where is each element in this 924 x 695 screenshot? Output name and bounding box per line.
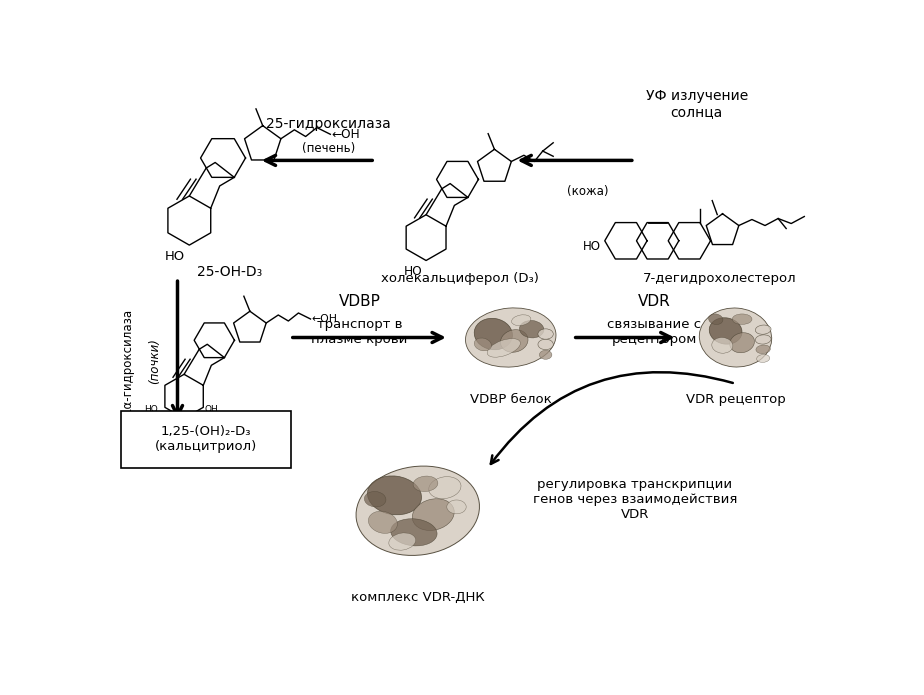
Ellipse shape	[368, 476, 421, 515]
Ellipse shape	[413, 476, 438, 491]
Ellipse shape	[487, 338, 520, 357]
Ellipse shape	[369, 512, 397, 533]
Ellipse shape	[732, 314, 752, 325]
FancyBboxPatch shape	[121, 411, 291, 468]
Text: связывание с
рецептором: связывание с рецептором	[607, 318, 701, 346]
Ellipse shape	[730, 333, 754, 353]
Text: 1,25-(OH)₂-D₃
(кальцитриол): 1,25-(OH)₂-D₃ (кальцитриол)	[155, 425, 257, 453]
Ellipse shape	[389, 533, 416, 550]
Text: HO: HO	[144, 404, 158, 414]
Ellipse shape	[709, 314, 723, 325]
Text: комплекс VDR-ДНК: комплекс VDR-ДНК	[351, 591, 484, 603]
Ellipse shape	[519, 320, 544, 338]
Ellipse shape	[501, 329, 528, 352]
Text: VDBP: VDBP	[339, 294, 381, 309]
Text: (почки): (почки)	[148, 338, 161, 384]
Ellipse shape	[711, 338, 733, 353]
Ellipse shape	[540, 350, 552, 359]
Text: HO: HO	[403, 265, 422, 278]
Text: HO: HO	[162, 423, 180, 435]
Text: (кожа): (кожа)	[567, 185, 609, 197]
Text: VDBP белок: VDBP белок	[470, 393, 552, 406]
Text: холекальциферол (D₃): холекальциферол (D₃)	[382, 272, 540, 285]
Ellipse shape	[474, 338, 492, 351]
Text: (печень): (печень)	[302, 142, 355, 156]
Ellipse shape	[538, 329, 553, 339]
Ellipse shape	[512, 315, 531, 325]
Ellipse shape	[412, 499, 455, 530]
Text: VDR: VDR	[638, 294, 671, 309]
Ellipse shape	[755, 335, 771, 344]
Ellipse shape	[356, 466, 480, 555]
Ellipse shape	[474, 318, 513, 350]
Text: 25-гидроксилаза: 25-гидроксилаза	[266, 117, 391, 131]
Ellipse shape	[466, 308, 556, 367]
Text: ←OH: ←OH	[311, 314, 337, 324]
Text: УФ излучение
солнца: УФ излучение солнца	[646, 89, 748, 120]
Ellipse shape	[538, 339, 553, 350]
Ellipse shape	[756, 345, 771, 354]
Ellipse shape	[757, 354, 770, 362]
Text: OH: OH	[204, 404, 218, 414]
Ellipse shape	[755, 325, 771, 334]
Ellipse shape	[699, 308, 772, 367]
Ellipse shape	[364, 491, 386, 507]
Ellipse shape	[391, 518, 437, 546]
Text: 25-OH-D₃: 25-OH-D₃	[197, 265, 262, 279]
Ellipse shape	[429, 477, 461, 498]
Text: 7-дегидрохолестерол: 7-дегидрохолестерол	[643, 272, 796, 285]
Text: HO: HO	[164, 250, 185, 263]
Text: 1α-гидроксилаза: 1α-гидроксилаза	[121, 307, 134, 414]
Text: транспорт в
плазме крови: транспорт в плазме крови	[311, 318, 407, 346]
Ellipse shape	[447, 500, 467, 514]
Text: ←OH: ←OH	[332, 128, 360, 141]
Ellipse shape	[710, 318, 742, 344]
Text: HO: HO	[583, 240, 601, 253]
Text: VDR рецептор: VDR рецептор	[686, 393, 785, 406]
Text: регулировка транскрипции
генов через взаимодействия
VDR: регулировка транскрипции генов через вза…	[532, 477, 737, 521]
